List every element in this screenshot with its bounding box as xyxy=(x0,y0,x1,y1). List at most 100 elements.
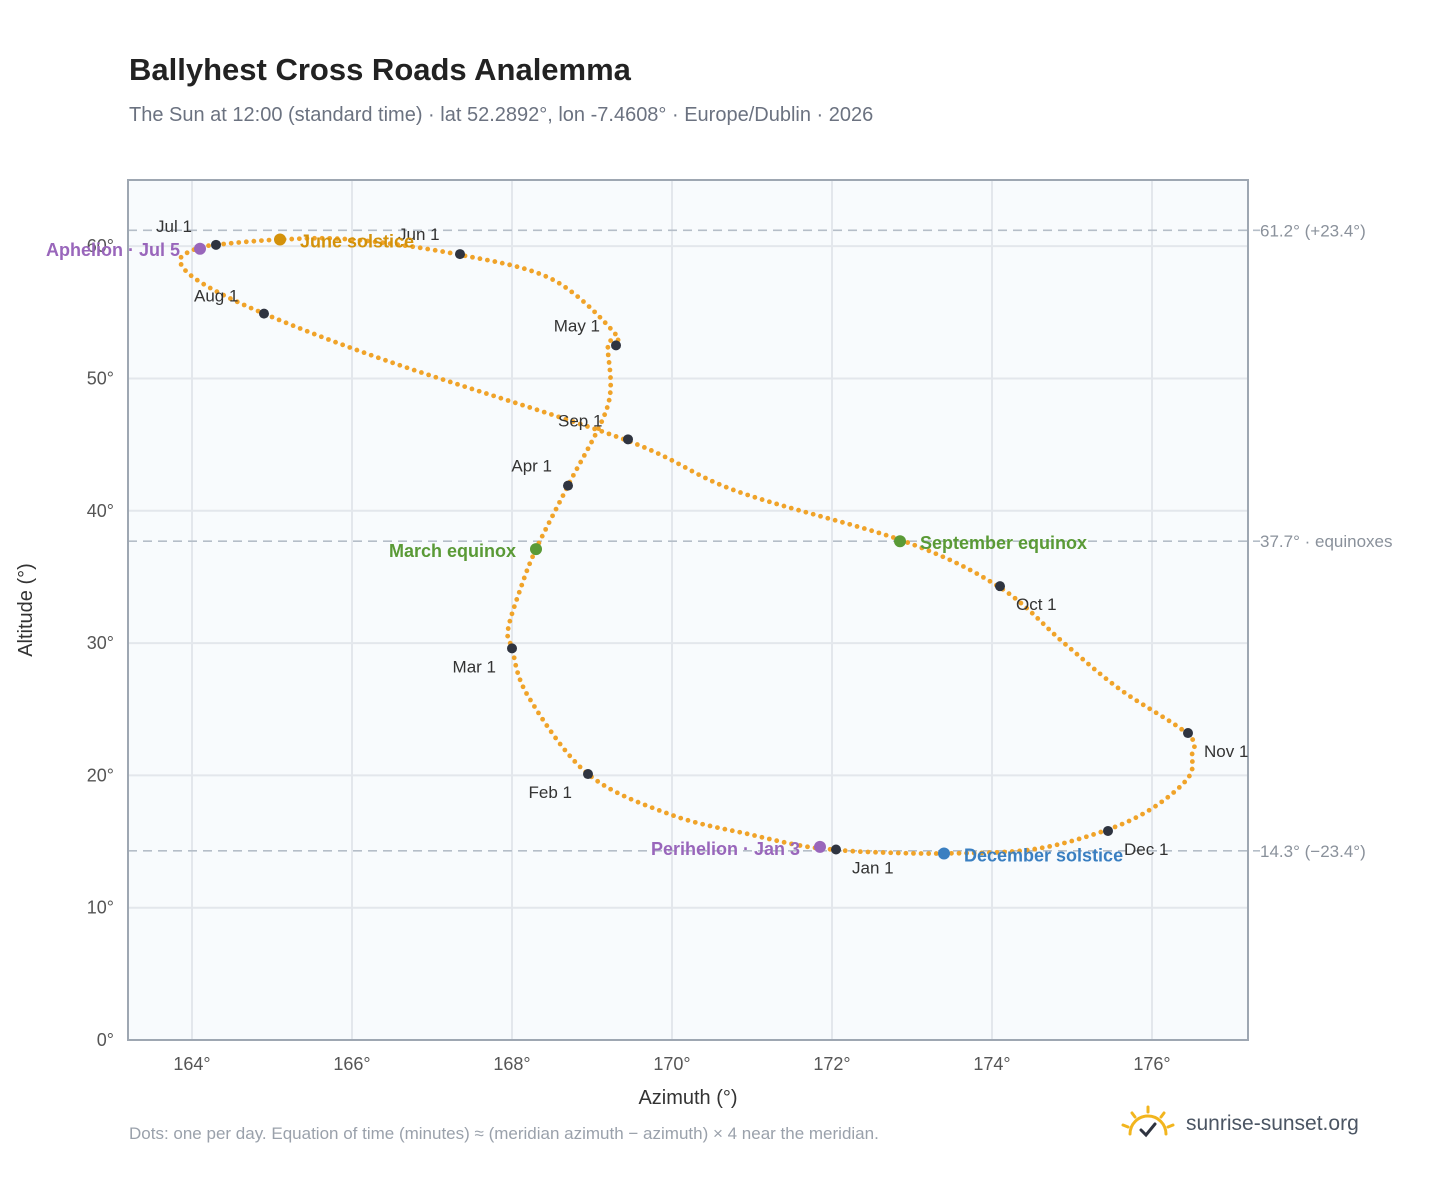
month-label: Oct 1 xyxy=(1016,595,1057,614)
daily-dot xyxy=(383,357,388,363)
daily-dot xyxy=(797,843,803,848)
daily-dot xyxy=(607,325,613,331)
daily-dot xyxy=(418,370,424,375)
daily-dot xyxy=(692,819,698,825)
december-solstice-marker xyxy=(938,847,950,860)
brand[interactable]: sunrise-sunset.org xyxy=(1120,1100,1359,1148)
daily-dot xyxy=(380,240,386,246)
daily-dot xyxy=(553,506,559,512)
daily-dot xyxy=(492,259,498,264)
daily-dot xyxy=(933,851,939,856)
daily-dot xyxy=(947,557,953,563)
daily-dot xyxy=(1165,794,1171,800)
footnote: Dots: one per day. Equation of time (min… xyxy=(129,1124,879,1143)
daily-dot xyxy=(484,257,490,263)
daily-dot xyxy=(949,850,954,856)
daily-dot xyxy=(539,533,545,539)
daily-dot xyxy=(536,710,541,716)
daily-dot xyxy=(350,237,355,242)
daily-dot xyxy=(505,633,511,639)
daily-dot xyxy=(567,753,573,759)
daily-dot xyxy=(854,524,860,529)
event-label: June solstice xyxy=(300,232,414,252)
daily-dot xyxy=(994,849,1000,855)
daily-dot xyxy=(987,578,993,584)
daily-dot xyxy=(599,428,605,434)
daily-dot xyxy=(696,472,702,477)
month-label: Jul 1 xyxy=(156,217,192,236)
daily-dot xyxy=(752,833,757,838)
daily-dot xyxy=(1140,702,1146,708)
plot-frame xyxy=(127,179,1249,1041)
daily-dot xyxy=(888,850,894,856)
daily-dot xyxy=(581,299,586,304)
daily-dot xyxy=(283,320,289,326)
daily-dot xyxy=(514,264,520,270)
daily-dot xyxy=(563,416,569,422)
daily-dot xyxy=(251,238,257,244)
daily-dot xyxy=(440,249,446,254)
daily-dot xyxy=(613,434,619,439)
daily-dot xyxy=(685,817,691,823)
daily-dot xyxy=(607,390,613,396)
daily-dot xyxy=(1140,811,1145,817)
daily-dot xyxy=(716,481,722,487)
daily-dot xyxy=(1153,803,1158,809)
daily-dot xyxy=(825,515,831,521)
daily-dot xyxy=(602,320,608,326)
daily-dot xyxy=(372,239,378,245)
daily-dot xyxy=(847,521,853,527)
y-tick-label: 0° xyxy=(97,1030,114,1050)
daily-dot xyxy=(426,372,432,378)
daily-dot xyxy=(781,839,787,845)
daily-dot xyxy=(524,691,529,696)
daily-dot xyxy=(276,317,282,323)
daily-dot xyxy=(1192,744,1197,750)
daily-dot xyxy=(178,262,184,267)
daily-dot xyxy=(509,611,515,617)
daily-dot xyxy=(532,704,537,709)
daily-dot xyxy=(560,493,566,499)
apsis-marker xyxy=(814,840,826,853)
daily-dot xyxy=(527,561,533,567)
month-label: Sep 1 xyxy=(558,411,602,430)
equinox-marker xyxy=(894,535,906,548)
daily-dot xyxy=(432,247,438,253)
daily-dot xyxy=(634,442,640,447)
plot-area xyxy=(128,180,1248,1040)
daily-dot xyxy=(918,851,924,856)
daily-dot xyxy=(752,494,758,500)
daily-dot xyxy=(635,799,641,805)
daily-dot xyxy=(1189,766,1195,772)
daily-dot xyxy=(570,419,576,424)
daily-dot xyxy=(357,237,363,243)
daily-dot xyxy=(656,807,662,813)
daily-dot xyxy=(614,790,620,796)
daily-dot xyxy=(986,850,992,856)
month-marker xyxy=(583,769,593,780)
daily-dot xyxy=(387,241,393,247)
daily-dot xyxy=(201,281,207,287)
daily-dot xyxy=(1074,651,1080,657)
daily-dot xyxy=(505,398,511,403)
daily-dot xyxy=(1098,829,1104,835)
daily-dot xyxy=(1046,626,1052,632)
daily-dot xyxy=(1171,790,1177,795)
daily-dot xyxy=(507,262,513,268)
daily-dot xyxy=(1166,718,1172,724)
x-tick-label: 166° xyxy=(333,1054,370,1074)
daily-dot xyxy=(789,841,794,847)
daily-dot xyxy=(289,236,295,242)
daily-dot xyxy=(1024,847,1030,853)
daily-dot xyxy=(577,764,583,770)
daily-dot xyxy=(621,793,627,799)
x-tick-label: 170° xyxy=(653,1054,690,1074)
daily-dot xyxy=(553,735,558,741)
daily-dot xyxy=(744,831,750,837)
daily-dot xyxy=(876,530,882,536)
daily-dot xyxy=(722,826,728,832)
daily-dot xyxy=(578,459,584,465)
daily-dot xyxy=(796,507,801,513)
reference-label: 14.3° (−23.4°) xyxy=(1260,842,1366,861)
